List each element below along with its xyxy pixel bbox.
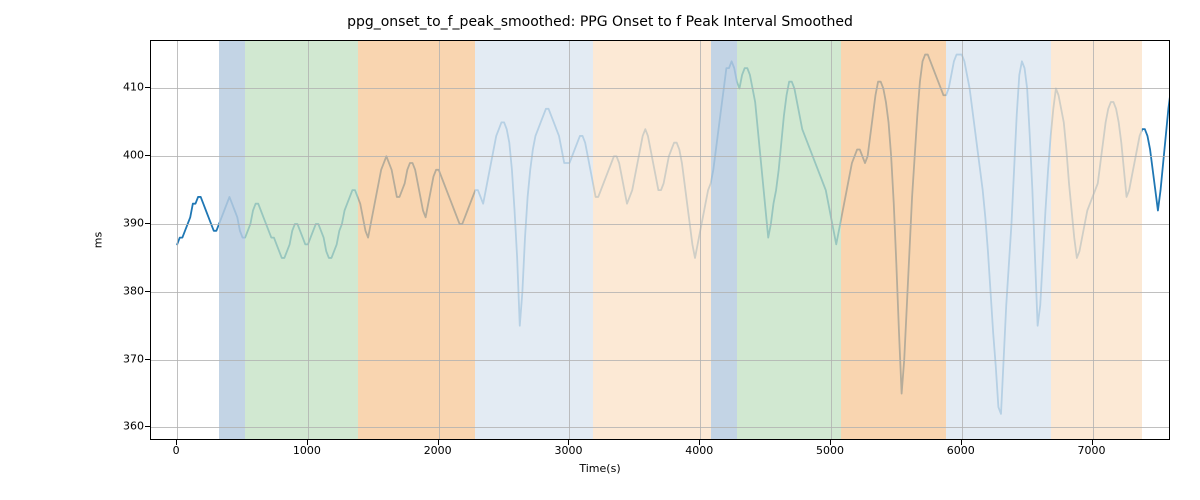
y-tick-label: 410 [84, 81, 144, 94]
x-tick-label: 2000 [424, 444, 452, 457]
band [245, 41, 357, 439]
chart-title: ppg_onset_to_f_peak_smoothed: PPG Onset … [0, 14, 1200, 30]
band [711, 41, 737, 439]
y-tick-label: 400 [84, 149, 144, 162]
figure: ppg_onset_to_f_peak_smoothed: PPG Onset … [0, 0, 1200, 500]
band [841, 41, 946, 439]
y-tick-label: 380 [84, 284, 144, 297]
x-tick-label: 1000 [293, 444, 321, 457]
x-tick-label: 0 [173, 444, 180, 457]
y-tick-label: 390 [84, 217, 144, 230]
band [593, 41, 711, 439]
band [475, 41, 593, 439]
band [219, 41, 245, 439]
x-tick-label: 7000 [1078, 444, 1106, 457]
x-tick-label: 4000 [685, 444, 713, 457]
band [358, 41, 476, 439]
plot-area [150, 40, 1170, 440]
band [1051, 41, 1143, 439]
x-axis-label: Time(s) [0, 462, 1200, 475]
y-axis-label: ms [92, 232, 105, 248]
y-tick-label: 360 [84, 420, 144, 433]
x-tick-label: 6000 [947, 444, 975, 457]
y-tick-label: 370 [84, 352, 144, 365]
band [737, 41, 842, 439]
x-tick-label: 3000 [554, 444, 582, 457]
x-tick-label: 5000 [816, 444, 844, 457]
